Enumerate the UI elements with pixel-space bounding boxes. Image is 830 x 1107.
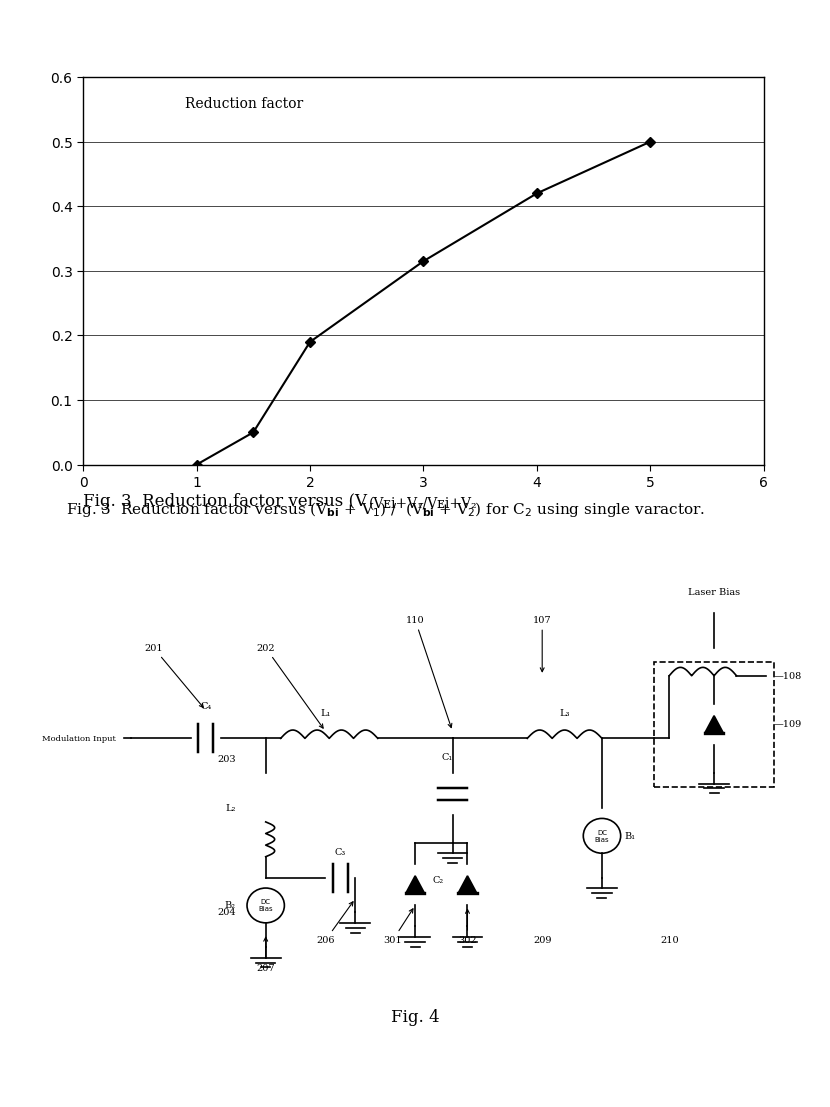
Text: 107: 107 xyxy=(533,615,551,672)
Text: 203: 203 xyxy=(217,755,236,764)
Polygon shape xyxy=(406,876,424,893)
Polygon shape xyxy=(705,716,723,733)
Text: L₂: L₂ xyxy=(226,804,236,813)
Text: DC
Bias: DC Bias xyxy=(258,899,273,912)
Text: 110: 110 xyxy=(406,615,452,727)
Text: L₁: L₁ xyxy=(320,708,330,717)
Text: 201: 201 xyxy=(144,643,203,707)
Text: C₃: C₃ xyxy=(334,848,346,857)
Text: —109: —109 xyxy=(774,721,802,730)
Text: 210: 210 xyxy=(660,935,678,944)
Text: Reduction factor: Reduction factor xyxy=(185,97,303,111)
Text: DC
Bias: DC Bias xyxy=(594,829,609,842)
Text: Modulation Input: Modulation Input xyxy=(42,735,115,743)
Text: 206: 206 xyxy=(316,902,353,944)
Polygon shape xyxy=(458,876,476,893)
Text: C₂: C₂ xyxy=(432,876,443,884)
Text: B₂: B₂ xyxy=(225,901,236,910)
Text: C₁: C₁ xyxy=(441,753,452,762)
Text: —108: —108 xyxy=(774,672,802,681)
X-axis label: (Vᴇi+V₁/Vᴇi+V₂: (Vᴇi+V₁/Vᴇi+V₂ xyxy=(369,496,477,510)
Text: 302: 302 xyxy=(458,910,476,944)
Text: Fig. 3  Reduction factor versus (V: Fig. 3 Reduction factor versus (V xyxy=(83,493,367,509)
Text: L₃: L₃ xyxy=(559,708,569,717)
Bar xyxy=(654,662,774,787)
Text: 202: 202 xyxy=(256,643,323,728)
Text: 204: 204 xyxy=(217,908,236,917)
Text: Fig. 4: Fig. 4 xyxy=(391,1008,439,1025)
Text: Laser Bias: Laser Bias xyxy=(688,588,740,597)
Text: Fig. 3  Reduction factor versus (V$_{\mathbf{bi}}$ + V$_1$) /  (V$_{\mathbf{bi}}: Fig. 3 Reduction factor versus (V$_{\mat… xyxy=(66,499,706,519)
Text: B₁: B₁ xyxy=(624,831,635,840)
Text: C₄: C₄ xyxy=(200,702,212,711)
Text: 301: 301 xyxy=(383,909,413,944)
Text: 207: 207 xyxy=(256,938,275,973)
Text: 209: 209 xyxy=(533,935,551,944)
